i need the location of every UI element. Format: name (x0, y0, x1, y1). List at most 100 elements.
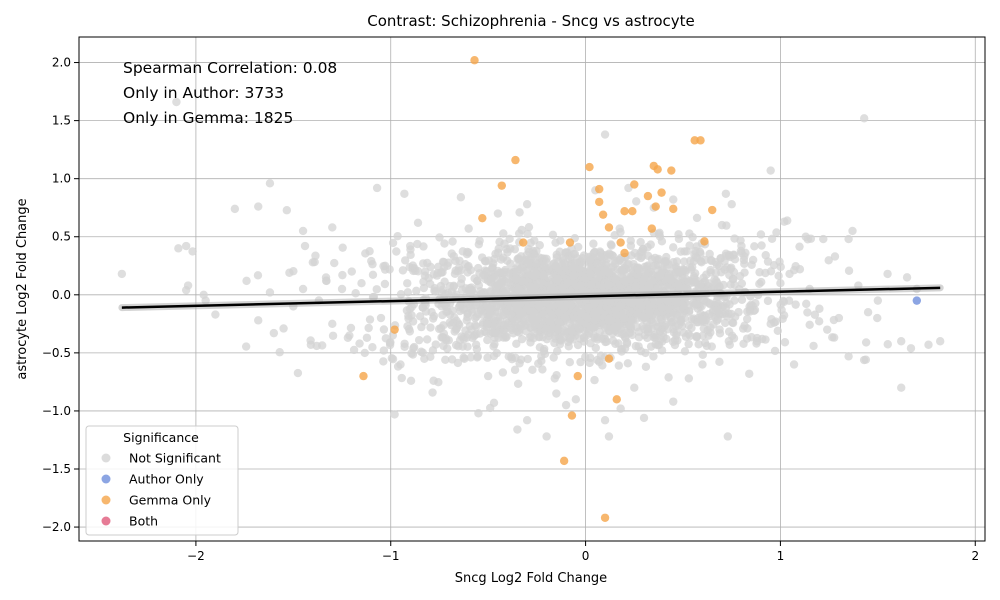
point-not-significant (181, 241, 191, 251)
point-not-significant (830, 252, 840, 261)
point-not-significant (489, 398, 499, 408)
point-not-significant (174, 244, 183, 253)
point-not-significant (367, 256, 376, 266)
cloud-point (608, 336, 618, 345)
cloud-point (573, 340, 583, 350)
point-not-significant (698, 360, 707, 369)
point-gemma-only (620, 206, 629, 216)
cloud-point (861, 355, 871, 364)
cloud-point (557, 283, 567, 292)
x-tick-label: 1 (777, 549, 785, 563)
point-not-significant (844, 234, 853, 244)
cloud-point (687, 323, 696, 333)
cloud-point (445, 310, 455, 319)
point-not-significant (328, 223, 337, 232)
cloud-point (501, 309, 510, 318)
cloud-point (396, 290, 406, 299)
cloud-point (586, 280, 596, 290)
point-not-significant (322, 276, 331, 286)
cloud-point (672, 298, 682, 308)
cloud-point (486, 286, 495, 296)
cloud-point (560, 313, 569, 322)
cloud-point (241, 342, 251, 351)
cloud-point (529, 283, 539, 293)
cloud-point (615, 224, 624, 233)
point-not-significant (795, 265, 805, 274)
cloud-point (372, 285, 381, 294)
cloud-point (449, 281, 459, 291)
cloud-point (660, 257, 669, 266)
cloud-point (626, 321, 635, 330)
cloud-point (510, 245, 520, 254)
cloud-point (422, 335, 432, 344)
cloud-point (739, 255, 749, 265)
cloud-point (873, 313, 882, 323)
cloud-point (442, 302, 451, 311)
cloud-point (523, 354, 532, 364)
point-gemma-only (390, 325, 399, 334)
legend-box (85, 425, 239, 536)
cloud-point (510, 365, 520, 375)
point-not-significant (669, 195, 678, 204)
point-gemma-only (511, 155, 520, 165)
cloud-point (689, 272, 699, 281)
cloud-point (328, 331, 338, 340)
cloud-point (439, 341, 448, 351)
point-not-significant (308, 258, 318, 267)
data-points (117, 56, 945, 522)
x-axis-label: Sncg Log2 Fold Change (455, 571, 607, 586)
cloud-point (722, 251, 731, 261)
cloud-point (338, 243, 347, 252)
cloud-point (688, 232, 697, 242)
point-gemma-only (519, 238, 528, 247)
legend-marker (101, 474, 111, 484)
point-not-significant (298, 226, 308, 236)
cloud-point (416, 347, 426, 356)
cloud-point (596, 351, 606, 360)
cloud-point (544, 273, 553, 282)
point-not-significant (429, 376, 438, 385)
cloud-point (403, 279, 412, 288)
point-not-significant (357, 278, 366, 288)
cloud-point (499, 229, 508, 238)
cloud-point (447, 249, 456, 258)
cloud-point (681, 332, 691, 341)
cloud-point (481, 328, 491, 337)
cloud-point (626, 241, 636, 250)
point-gemma-only (598, 210, 608, 219)
cloud-point (361, 249, 370, 258)
cloud-point (514, 285, 523, 294)
point-not-significant (723, 432, 733, 441)
point-gemma-only (359, 371, 368, 381)
cloud-point (674, 234, 684, 244)
cloud-point (627, 251, 636, 260)
cloud-point (379, 346, 389, 355)
cloud-point (598, 361, 607, 370)
point-not-significant (924, 340, 933, 349)
point-not-significant (571, 395, 581, 404)
cloud-point (685, 241, 694, 250)
cloud-point (656, 314, 666, 324)
cloud-point (556, 336, 566, 345)
cloud-point (712, 276, 721, 286)
cloud-point (539, 309, 548, 319)
cloud-point (463, 309, 472, 318)
cloud-point (408, 261, 418, 270)
cloud-point (761, 251, 770, 260)
cloud-point (653, 340, 662, 350)
cloud-point (586, 353, 595, 363)
cloud-point (680, 283, 689, 293)
cloud-point (737, 279, 747, 288)
cloud-point (595, 252, 605, 261)
cloud-point (393, 231, 402, 241)
point-not-significant (441, 355, 450, 365)
point-not-significant (737, 241, 746, 251)
y-tick-label: 0.5 (52, 230, 71, 244)
cloud-point (523, 229, 532, 239)
legend-label: Both (129, 514, 158, 529)
cloud-point (460, 354, 469, 364)
cloud-point (606, 240, 616, 249)
cloud-point (434, 324, 444, 334)
cloud-point (541, 262, 550, 271)
cloud-point (556, 236, 565, 245)
